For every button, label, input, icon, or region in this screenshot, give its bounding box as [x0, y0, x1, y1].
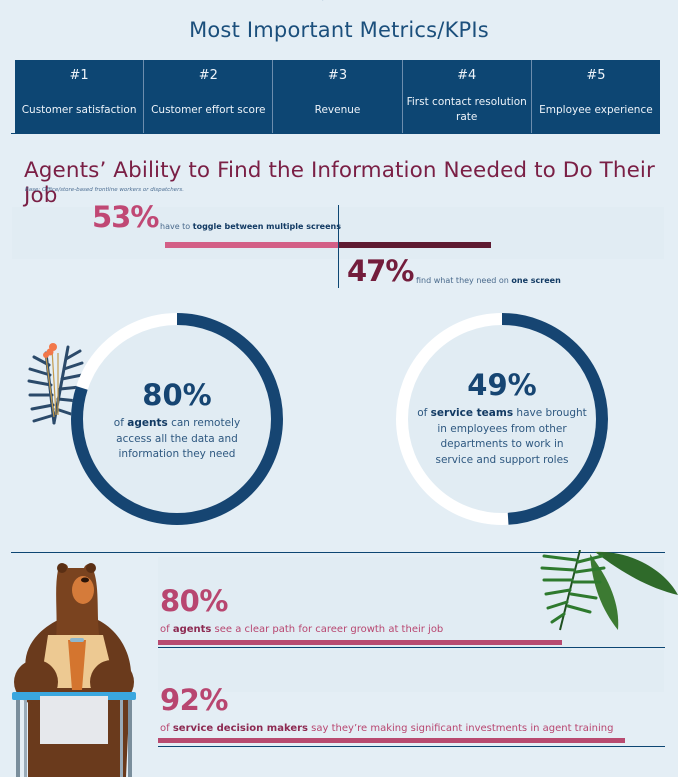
stat-training-text: of service decision makers say they’re m…	[160, 723, 613, 734]
donut-ring	[71, 313, 283, 525]
divider	[158, 647, 665, 648]
stat-text-bold: toggle between multiple screens	[192, 222, 341, 231]
donut-chart-agents-remote: 80% of agents can remotely access all th…	[70, 312, 284, 526]
desc-post: see a clear path for career growth at th…	[211, 624, 444, 635]
desc-post: say they’re making significant investmen…	[308, 723, 614, 734]
kpi-label: Customer satisfaction	[21, 103, 137, 116]
kpi-label: Revenue	[314, 103, 361, 116]
desc-line: access all the data and	[116, 432, 238, 445]
donut-ring	[396, 313, 608, 525]
kpi-rank: #1	[69, 68, 89, 83]
desc-line: information they need	[118, 448, 236, 460]
donut-chart-service-teams: 49% of service teams have brought in emp…	[395, 312, 609, 526]
donut-value: 80%	[142, 378, 212, 412]
stat-53-value: 53%	[92, 200, 159, 234]
donut-description: of agents can remotely access all the da…	[70, 416, 284, 463]
kpi-section-title: Most Important Metrics/KPIs	[189, 18, 489, 42]
desc-pre: of	[417, 407, 431, 419]
fern-plant-icon	[27, 343, 84, 425]
palm-leaves-icon	[540, 550, 678, 631]
desc-pre: of	[113, 417, 128, 429]
top-text-fragment: performance	[322, 0, 360, 1]
bar-agent-training	[158, 738, 625, 743]
stat-training-value: 92%	[160, 683, 228, 717]
desc-line: departments to work in	[440, 438, 564, 450]
kpi-cell-1: #1 Customer satisfaction	[15, 60, 145, 133]
stat-47-text: find what they need on one screen	[416, 276, 561, 285]
stat-career-value: 80%	[160, 584, 228, 618]
desc-line: in employees from other	[437, 422, 567, 435]
desc-post: have brought	[513, 407, 587, 419]
kpi-cell-5: #5 Employee experience	[532, 60, 660, 133]
kpi-label: First contact resolution rate	[406, 96, 527, 123]
desc-pre: of	[160, 624, 173, 635]
stat-text-bold: one screen	[511, 276, 561, 285]
kpi-rank: #4	[457, 68, 477, 83]
desc-bold: agents	[172, 624, 212, 635]
stat-text-pre: have to	[160, 222, 193, 231]
kpi-rank: #2	[198, 68, 218, 83]
stat-career-text: of agents see a clear path for career gr…	[160, 624, 443, 635]
divider	[11, 133, 660, 134]
desc-line: service and support roles	[435, 453, 569, 466]
bear-mascot-illustration	[12, 563, 136, 777]
kpi-rank: #5	[586, 68, 606, 83]
bar-toggle-screens	[165, 242, 338, 248]
donut-description: of service teams have brought in employe…	[395, 406, 609, 468]
base-note: Base: Office/store-based frontline worke…	[25, 187, 184, 193]
stat-text-pre: find what they need on	[416, 276, 512, 285]
divider	[158, 746, 665, 747]
stat-panel-training-bg	[158, 650, 664, 692]
desc-pre: of	[160, 723, 173, 734]
kpi-label: Employee experience	[539, 103, 653, 116]
kpi-table: #1 Customer satisfaction #2 Customer eff…	[15, 60, 660, 133]
bar-one-screen	[339, 242, 491, 248]
stat-53-text: have to toggle between multiple screens	[160, 222, 341, 231]
kpi-cell-4: #4 First contact resolution rate	[403, 60, 532, 133]
desc-post: can remotely	[167, 417, 241, 429]
desc-bold: service teams	[430, 407, 514, 419]
bar-career-growth	[158, 640, 562, 645]
desc-bold: agents	[127, 417, 168, 429]
info-section-title: Agents’ Ability to Find the Information …	[24, 158, 655, 208]
kpi-rank: #3	[327, 68, 348, 83]
kpi-cell-3: #3 Revenue	[273, 60, 403, 133]
split-axis-line	[338, 205, 339, 288]
kpi-label: Customer effort score	[151, 103, 266, 116]
stat-47-value: 47%	[347, 254, 414, 288]
desc-bold: service decision makers	[172, 723, 308, 734]
donut-value: 49%	[467, 368, 537, 402]
kpi-cell-2: #2 Customer effort score	[144, 60, 274, 133]
divider	[11, 552, 665, 553]
